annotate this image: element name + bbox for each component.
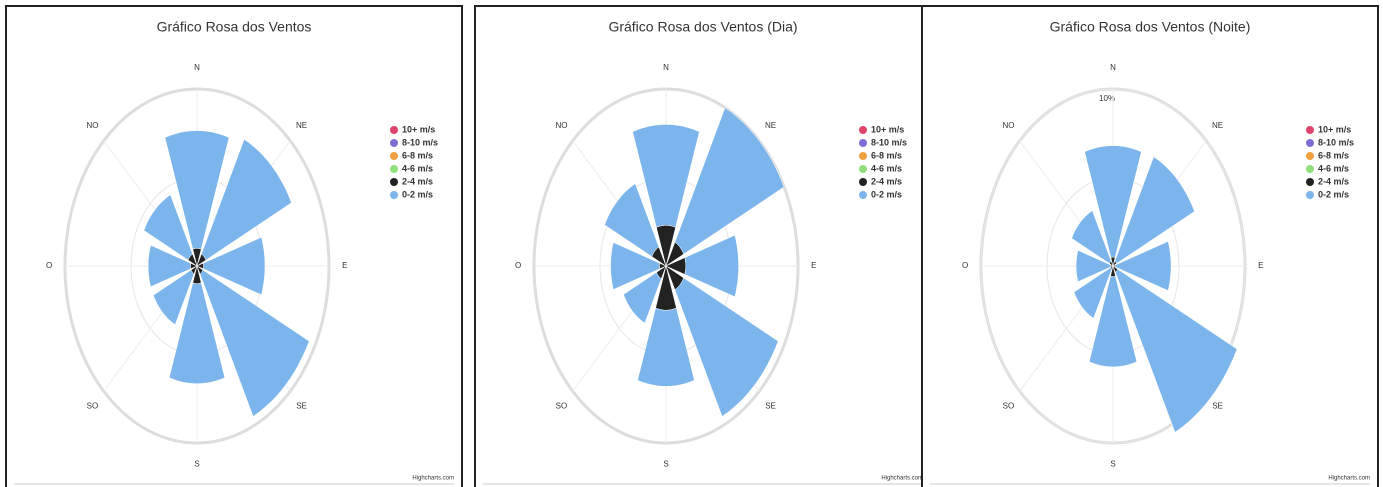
credits: Highcharts.com	[881, 476, 923, 482]
legend-symbol	[390, 178, 398, 186]
wind-bar	[637, 307, 695, 387]
panel-border	[474, 5, 932, 487]
direction-label: S	[663, 459, 668, 468]
legend-symbol	[859, 165, 867, 173]
legend-symbol	[1306, 191, 1314, 199]
wind-bar	[143, 194, 193, 261]
legend-symbol	[859, 191, 867, 199]
chart-title: Gráfico Rosa dos Ventos	[157, 19, 312, 35]
chart-panel: Gráfico Rosa dos Ventos (Dia)5%NNEESESSO…	[474, 5, 932, 487]
wind-bar	[674, 107, 785, 255]
legend-label: 4-6 m/s	[402, 163, 433, 173]
wind-bar	[684, 234, 739, 298]
wind-bar	[203, 236, 266, 296]
legend-label: 2-4 m/s	[1318, 176, 1349, 186]
direction-label: SO	[556, 401, 568, 410]
wind-bar	[164, 130, 230, 250]
chart-title: Gráfico Rosa dos Ventos (Dia)	[608, 19, 797, 35]
wind-bar	[632, 124, 700, 228]
legend-symbol	[859, 178, 867, 186]
wind-bar	[610, 242, 660, 290]
direction-label: NE	[296, 121, 307, 130]
legend-label: 8-10 m/s	[1318, 137, 1354, 147]
direction-label: N	[1110, 63, 1116, 72]
legend-symbol	[390, 191, 398, 199]
legend-label: 10+ m/s	[871, 124, 904, 134]
chart-panel: Gráfico Rosa dos Ventos (Noite)5%10%NNEE…	[921, 5, 1379, 487]
wind-bar	[152, 269, 195, 325]
legend-label: 0-2 m/s	[871, 189, 902, 199]
legend-label: 0-2 m/s	[1318, 189, 1349, 199]
legend-symbol	[859, 126, 867, 134]
legend-label: 4-6 m/s	[871, 163, 902, 173]
legend-label: 4-6 m/s	[1318, 163, 1349, 173]
direction-label: NE	[1212, 121, 1223, 130]
direction-label: E	[342, 261, 347, 270]
legend-label: 6-8 m/s	[1318, 150, 1349, 160]
direction-label: SE	[765, 401, 776, 410]
legend-symbol	[859, 139, 867, 147]
wind-bar	[1075, 249, 1111, 283]
wind-bar	[1115, 268, 1238, 433]
legend-symbol	[1306, 139, 1314, 147]
legend-label: 8-10 m/s	[871, 137, 907, 147]
wind-bar	[168, 282, 226, 384]
legend-symbol	[390, 165, 398, 173]
legend-label: 6-8 m/s	[402, 150, 433, 160]
direction-label: SO	[1003, 401, 1015, 410]
direction-label: O	[515, 261, 521, 270]
wind-bar	[604, 183, 660, 257]
wind-bar	[1088, 275, 1138, 368]
legend-label: 8-10 m/s	[402, 137, 438, 147]
direction-label: NO	[1002, 121, 1014, 130]
wind-bar	[1071, 210, 1112, 264]
legend-symbol	[859, 152, 867, 160]
chart-title: Gráfico Rosa dos Ventos (Noite)	[1050, 19, 1251, 35]
chart-panel: Gráfico Rosa dos Ventos10%NNEESESSOONO10…	[5, 5, 463, 487]
legend-symbol	[1306, 126, 1314, 134]
direction-label: N	[194, 63, 200, 72]
wind-bar	[1084, 145, 1142, 258]
credits: Highcharts.com	[1328, 476, 1370, 482]
legend-symbol	[390, 152, 398, 160]
wind-bar	[199, 269, 310, 417]
direction-label: SE	[1212, 401, 1223, 410]
direction-label: O	[962, 261, 968, 270]
wind-bar	[201, 138, 292, 261]
y-tick-label: 10%	[1099, 94, 1115, 103]
direction-label: E	[811, 261, 816, 270]
direction-label: NO	[86, 121, 98, 130]
legend-symbol	[390, 139, 398, 147]
direction-label: NE	[765, 121, 776, 130]
direction-label: S	[194, 459, 199, 468]
legend-symbol	[1306, 152, 1314, 160]
legend-label: 2-4 m/s	[871, 176, 902, 186]
legend-label: 2-4 m/s	[402, 176, 433, 186]
legend-symbol	[390, 126, 398, 134]
wind-bar	[674, 277, 779, 417]
wind-bar	[623, 271, 662, 324]
wind-bar	[1114, 156, 1195, 264]
direction-label: S	[1110, 459, 1115, 468]
direction-label: N	[663, 63, 669, 72]
wind-bar	[147, 244, 191, 288]
wind-bar	[1115, 241, 1172, 291]
legend-label: 10+ m/s	[1318, 124, 1351, 134]
panel-border	[921, 5, 1379, 487]
direction-label: NO	[555, 121, 567, 130]
direction-label: SO	[87, 401, 99, 410]
legend-label: 0-2 m/s	[402, 189, 433, 199]
legend-symbol	[1306, 165, 1314, 173]
direction-label: SE	[296, 401, 307, 410]
wind-bar	[1073, 267, 1113, 319]
legend-label: 6-8 m/s	[871, 150, 902, 160]
panel-border	[5, 5, 463, 487]
direction-label: O	[46, 261, 52, 270]
direction-label: E	[1258, 261, 1263, 270]
legend-symbol	[1306, 178, 1314, 186]
credits: Highcharts.com	[412, 476, 454, 482]
legend-label: 10+ m/s	[402, 124, 435, 134]
